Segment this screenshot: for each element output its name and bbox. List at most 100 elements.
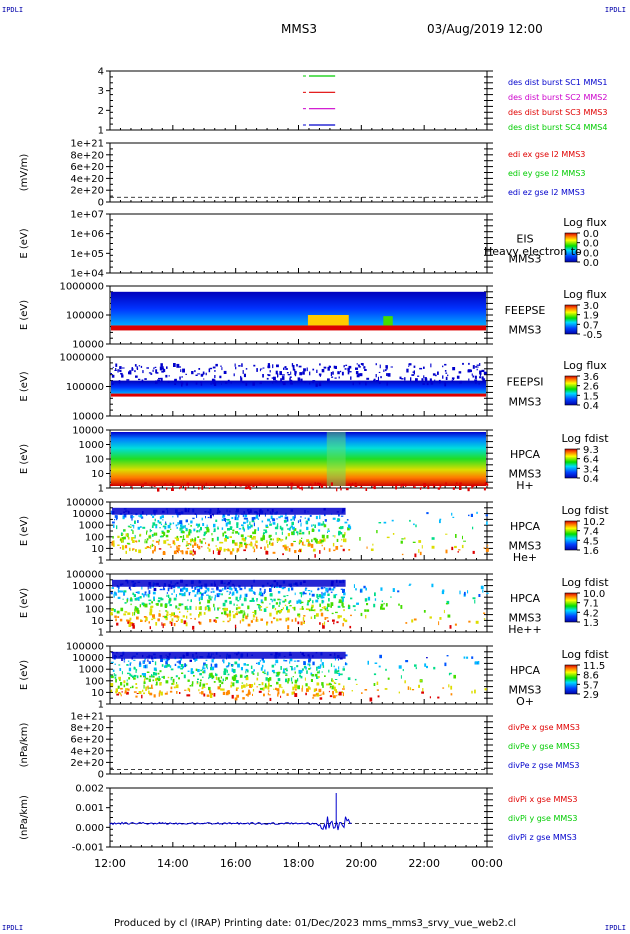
spectrum-pixel: [207, 589, 210, 592]
spectrum-pixel: [162, 615, 165, 618]
colorbar-tick-label: 0.0: [583, 258, 599, 269]
spectrum-pixel: [110, 608, 114, 612]
spectrum-pixel: [326, 683, 330, 686]
spectrum-pixel: [299, 372, 303, 376]
spectrum-pixel: [256, 604, 260, 606]
spectrum-pixel: [228, 593, 230, 595]
spectrum-pixel: [451, 379, 453, 382]
spectrum-pixel: [227, 379, 230, 383]
spectrum-pixel: [330, 482, 333, 486]
spectrum-pixel: [265, 551, 269, 555]
spectrum-pixel: [148, 599, 152, 602]
spectrum-pixel: [318, 373, 322, 376]
spectrum-pixel: [136, 607, 139, 611]
spectrum-pixel: [427, 485, 430, 490]
spectrum-pixel: [446, 655, 449, 657]
spectrum-pixel: [262, 660, 265, 663]
spectrum-pixel: [204, 527, 207, 529]
spectrum-pixel: [253, 548, 256, 552]
spectrum-pixel: [319, 664, 322, 668]
spectrum-pixel: [203, 693, 206, 697]
spectrum-pixel: [310, 679, 313, 682]
spectrum-pixel: [162, 369, 166, 373]
spectrum-pixel: [354, 482, 357, 485]
spectrum-pixel: [227, 665, 230, 667]
spectrum-pixel: [190, 538, 193, 543]
spectrum-pixel: [306, 539, 310, 543]
spectrum-pixel: [190, 670, 194, 675]
spectrum-pixel: [171, 612, 174, 616]
spectrum-pixel: [183, 587, 185, 589]
spectrum-pixel: [190, 543, 192, 546]
spectrum-pixel: [284, 600, 287, 602]
spectrum-pixel: [196, 586, 199, 588]
spectrum-pixel: [308, 531, 310, 535]
spectrum-pixel: [110, 510, 112, 515]
spectrum-pixel: [203, 686, 206, 688]
spectrum-pixel: [232, 614, 236, 619]
spectrum-pixel: [210, 591, 212, 593]
spectrum-pixel: [186, 615, 188, 619]
spectrum-pixel: [111, 661, 114, 664]
spectrum-pixel: [479, 363, 481, 366]
spectrum-pixel: [163, 540, 167, 544]
spectrum-pixel: [173, 597, 177, 601]
spectrum-pixel: [472, 526, 474, 530]
spectrum-pixel: [277, 610, 279, 613]
colorbar-title: Log fdist: [561, 432, 609, 445]
spectrum-pixel: [269, 612, 272, 617]
spectrum-pixel: [260, 537, 263, 541]
spectrum-pixel: [232, 529, 235, 532]
spectrum-pixel: [247, 535, 251, 537]
spectrum-pixel: [317, 587, 320, 591]
spectrum-pixel: [323, 600, 325, 603]
spectrum-pixel: [289, 661, 291, 664]
spectrum-pixel: [252, 673, 255, 675]
spectrum-pixel: [320, 595, 324, 599]
spectrum-pixel: [120, 607, 124, 612]
spectrum-pixel: [241, 524, 244, 527]
spectrum-pixel: [482, 378, 486, 382]
spectrum-pixel: [291, 531, 294, 536]
spectrum-pixel: [213, 515, 214, 517]
spectrum-pixel: [167, 543, 170, 546]
spectrum-pixel: [166, 539, 169, 541]
spectrum-pixel: [247, 526, 250, 530]
spectrum-pixel: [129, 617, 132, 621]
spectrum-pixel: [246, 519, 249, 522]
corner-tag-top-right: IPDLI: [604, 6, 626, 14]
spectrum-pixel: [123, 613, 127, 616]
spectrum-pixel: [197, 588, 201, 593]
spectrum-pixel: [238, 365, 241, 367]
spectrum-pixel: [282, 374, 285, 376]
spectrum-pixel: [254, 610, 257, 614]
spectrum-pixel: [144, 678, 146, 681]
spectrum-pixel: [153, 672, 156, 676]
spectrum-pixel: [245, 676, 249, 681]
spectrum-pixel: [172, 484, 174, 486]
spectrum-pixel: [260, 546, 262, 549]
spectrum-pixel: [221, 367, 223, 371]
spectrum-pixel: [249, 600, 253, 602]
spectrum-pixel: [294, 667, 296, 671]
spectrum-pixel: [179, 486, 181, 490]
colorbar-tick-label: 11.5: [583, 661, 605, 672]
spectrum-pixel: [164, 615, 168, 619]
spectrum-pixel: [202, 667, 205, 669]
spectrum-pixel: [342, 590, 345, 593]
spectrum-pixel: [250, 665, 253, 669]
spectrum-pixel: [402, 669, 404, 672]
spectrum-pixel: [117, 544, 120, 546]
spectrum-pixel: [235, 607, 238, 611]
spectrum-pixel: [342, 534, 345, 538]
spectrum-pixel: [278, 516, 281, 519]
spectrum-pixel: [235, 366, 237, 370]
spectrum-pixel: [301, 668, 304, 671]
spectrum-pixel: [479, 370, 482, 375]
spectrum-pixel: [187, 670, 190, 672]
spectrum-pixel: [181, 376, 183, 378]
y-tick-label: 3: [98, 86, 104, 97]
spectrum-pixel: [133, 666, 136, 670]
spectrum-pixel: [130, 674, 133, 677]
spectrum-pixel: [206, 694, 210, 697]
